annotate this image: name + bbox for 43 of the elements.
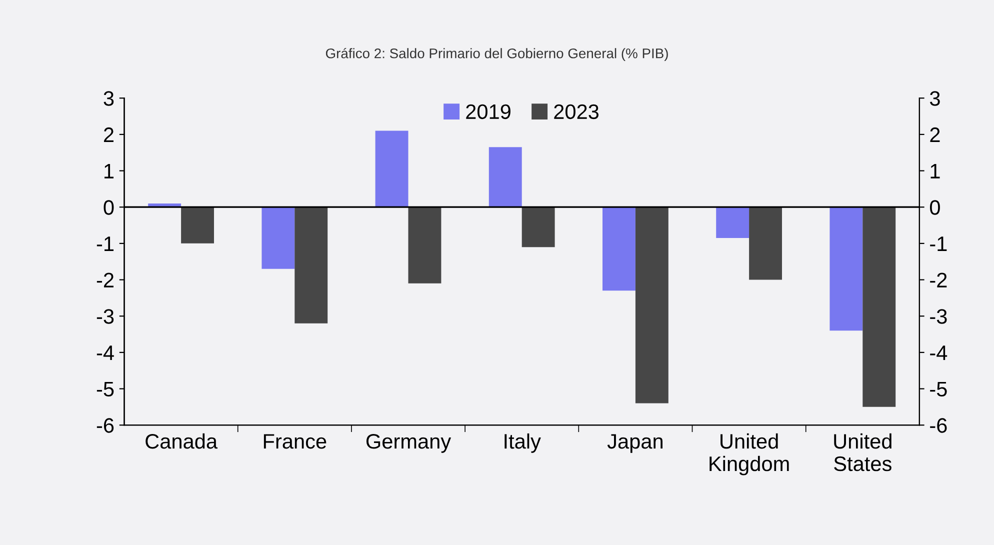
legend-label: 2023 bbox=[554, 104, 599, 120]
x-tick-label: Italy bbox=[504, 433, 541, 453]
y2-tick-label: 0 bbox=[930, 200, 940, 215]
x-tick-label: Canada bbox=[146, 433, 218, 449]
y-tick-label: -2 bbox=[96, 272, 114, 288]
y-tick-label: -3 bbox=[96, 309, 114, 324]
y-tick-label: -1 bbox=[96, 236, 114, 251]
bar bbox=[830, 207, 863, 331]
y-tick-label: 2 bbox=[104, 127, 114, 142]
y2-tick-label: 3 bbox=[930, 91, 940, 106]
bar bbox=[488, 147, 522, 208]
x-tick-label: France bbox=[264, 434, 326, 449]
y2-tick-label: -6 bbox=[930, 418, 947, 433]
chart-title: Gráfico 2: Saldo Primario del Gobierno General (% PIB) bbox=[326, 48, 668, 62]
y-tick-label: -6 bbox=[96, 418, 114, 433]
x-tick-label: United Kingdom bbox=[710, 433, 789, 476]
bar bbox=[635, 207, 668, 404]
y-tick-label: -4 bbox=[96, 346, 114, 360]
x-tick-label: United States bbox=[834, 433, 892, 472]
bar bbox=[262, 207, 295, 269]
y2-tick-label: -2 bbox=[930, 272, 947, 288]
x-tick-label: Japan bbox=[607, 434, 662, 453]
bar bbox=[408, 207, 442, 284]
y-tick-label: -5 bbox=[96, 382, 114, 397]
y2-tick-label: -1 bbox=[930, 236, 947, 251]
bar bbox=[602, 207, 636, 291]
legend-label: 2019 bbox=[466, 104, 510, 120]
y2-tick-label: 2 bbox=[930, 127, 940, 142]
bar bbox=[716, 207, 750, 238]
bar bbox=[181, 207, 214, 244]
bar bbox=[522, 207, 555, 248]
bar bbox=[749, 207, 782, 280]
y2-tick-label: -4 bbox=[930, 346, 948, 360]
y-tick-label: 0 bbox=[104, 200, 114, 215]
bar bbox=[294, 207, 328, 324]
bar bbox=[375, 130, 408, 208]
y-tick-label: 1 bbox=[104, 164, 114, 178]
y2-tick-label: 1 bbox=[930, 164, 940, 178]
y2-tick-label: -3 bbox=[930, 309, 947, 324]
bar bbox=[862, 207, 896, 407]
y2-tick-label: -5 bbox=[930, 382, 947, 397]
y-tick-label: 3 bbox=[104, 91, 114, 106]
x-tick-label: Germany bbox=[366, 434, 452, 453]
